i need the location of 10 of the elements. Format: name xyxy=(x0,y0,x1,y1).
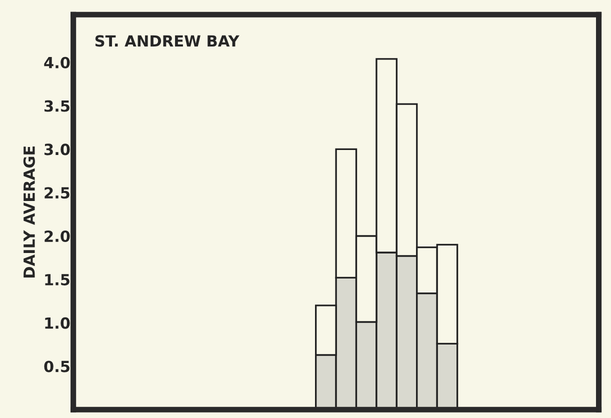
y-tick-label: 0.5 xyxy=(44,360,70,372)
y-tick-label: 3.0 xyxy=(44,144,70,156)
y-tick-label: 1.5 xyxy=(45,274,70,286)
y-tick-label: 2.5 xyxy=(44,187,70,199)
annotation: ST. ANDREW BAY xyxy=(95,35,240,47)
y-tick-label: 1.0 xyxy=(45,317,70,329)
y-tick-label: 2.0 xyxy=(44,230,70,242)
y-axis-title: DAILY AVERAGE xyxy=(23,146,35,278)
y-tick-label: 4.0 xyxy=(44,56,70,68)
y-tick-label: 3.5 xyxy=(44,100,70,112)
